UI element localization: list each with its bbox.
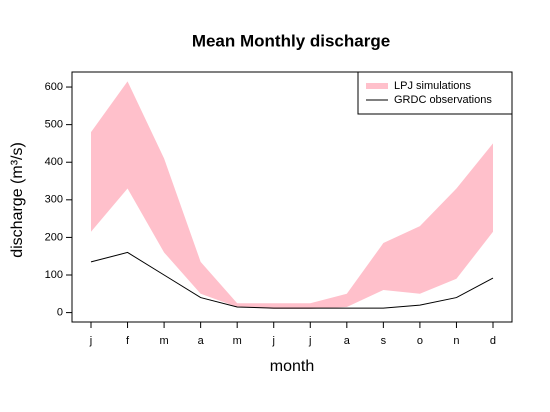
legend-label: LPJ simulations xyxy=(394,80,472,92)
line xyxy=(90,251,494,309)
chart-title: Mean Monthly discharge xyxy=(192,31,390,50)
x-tick-label: f xyxy=(126,335,130,347)
y-tick-label: 0 xyxy=(57,307,63,319)
x-tick-label: j xyxy=(308,335,311,347)
x-tick-label: a xyxy=(198,335,205,347)
y-tick-label: 400 xyxy=(45,156,63,168)
x-tick-label: j xyxy=(89,335,92,347)
legend-box xyxy=(357,71,513,115)
x-axis-label: month xyxy=(270,358,314,375)
y-tick-label: 600 xyxy=(45,81,63,93)
x-tick-label: s xyxy=(381,335,387,347)
y-tick-label: 200 xyxy=(45,231,63,243)
band-area xyxy=(91,81,493,309)
y-axis-label: discharge (m³/s) xyxy=(9,142,26,258)
x-tick-label: d xyxy=(490,335,496,347)
y-tick-label: 500 xyxy=(45,119,63,131)
x-tick-label: j xyxy=(272,335,275,347)
x-tick-label: m xyxy=(233,335,242,347)
x-tick-label: o xyxy=(417,335,423,347)
legend-label: GRDC observations xyxy=(394,94,492,106)
x-tick-label: m xyxy=(160,335,169,347)
x-tick-label: n xyxy=(453,335,459,347)
y-tick-label: 300 xyxy=(45,194,63,206)
plot-frame xyxy=(71,71,513,323)
y-tick-label: 100 xyxy=(45,269,63,281)
x-tick-label: a xyxy=(344,335,351,347)
